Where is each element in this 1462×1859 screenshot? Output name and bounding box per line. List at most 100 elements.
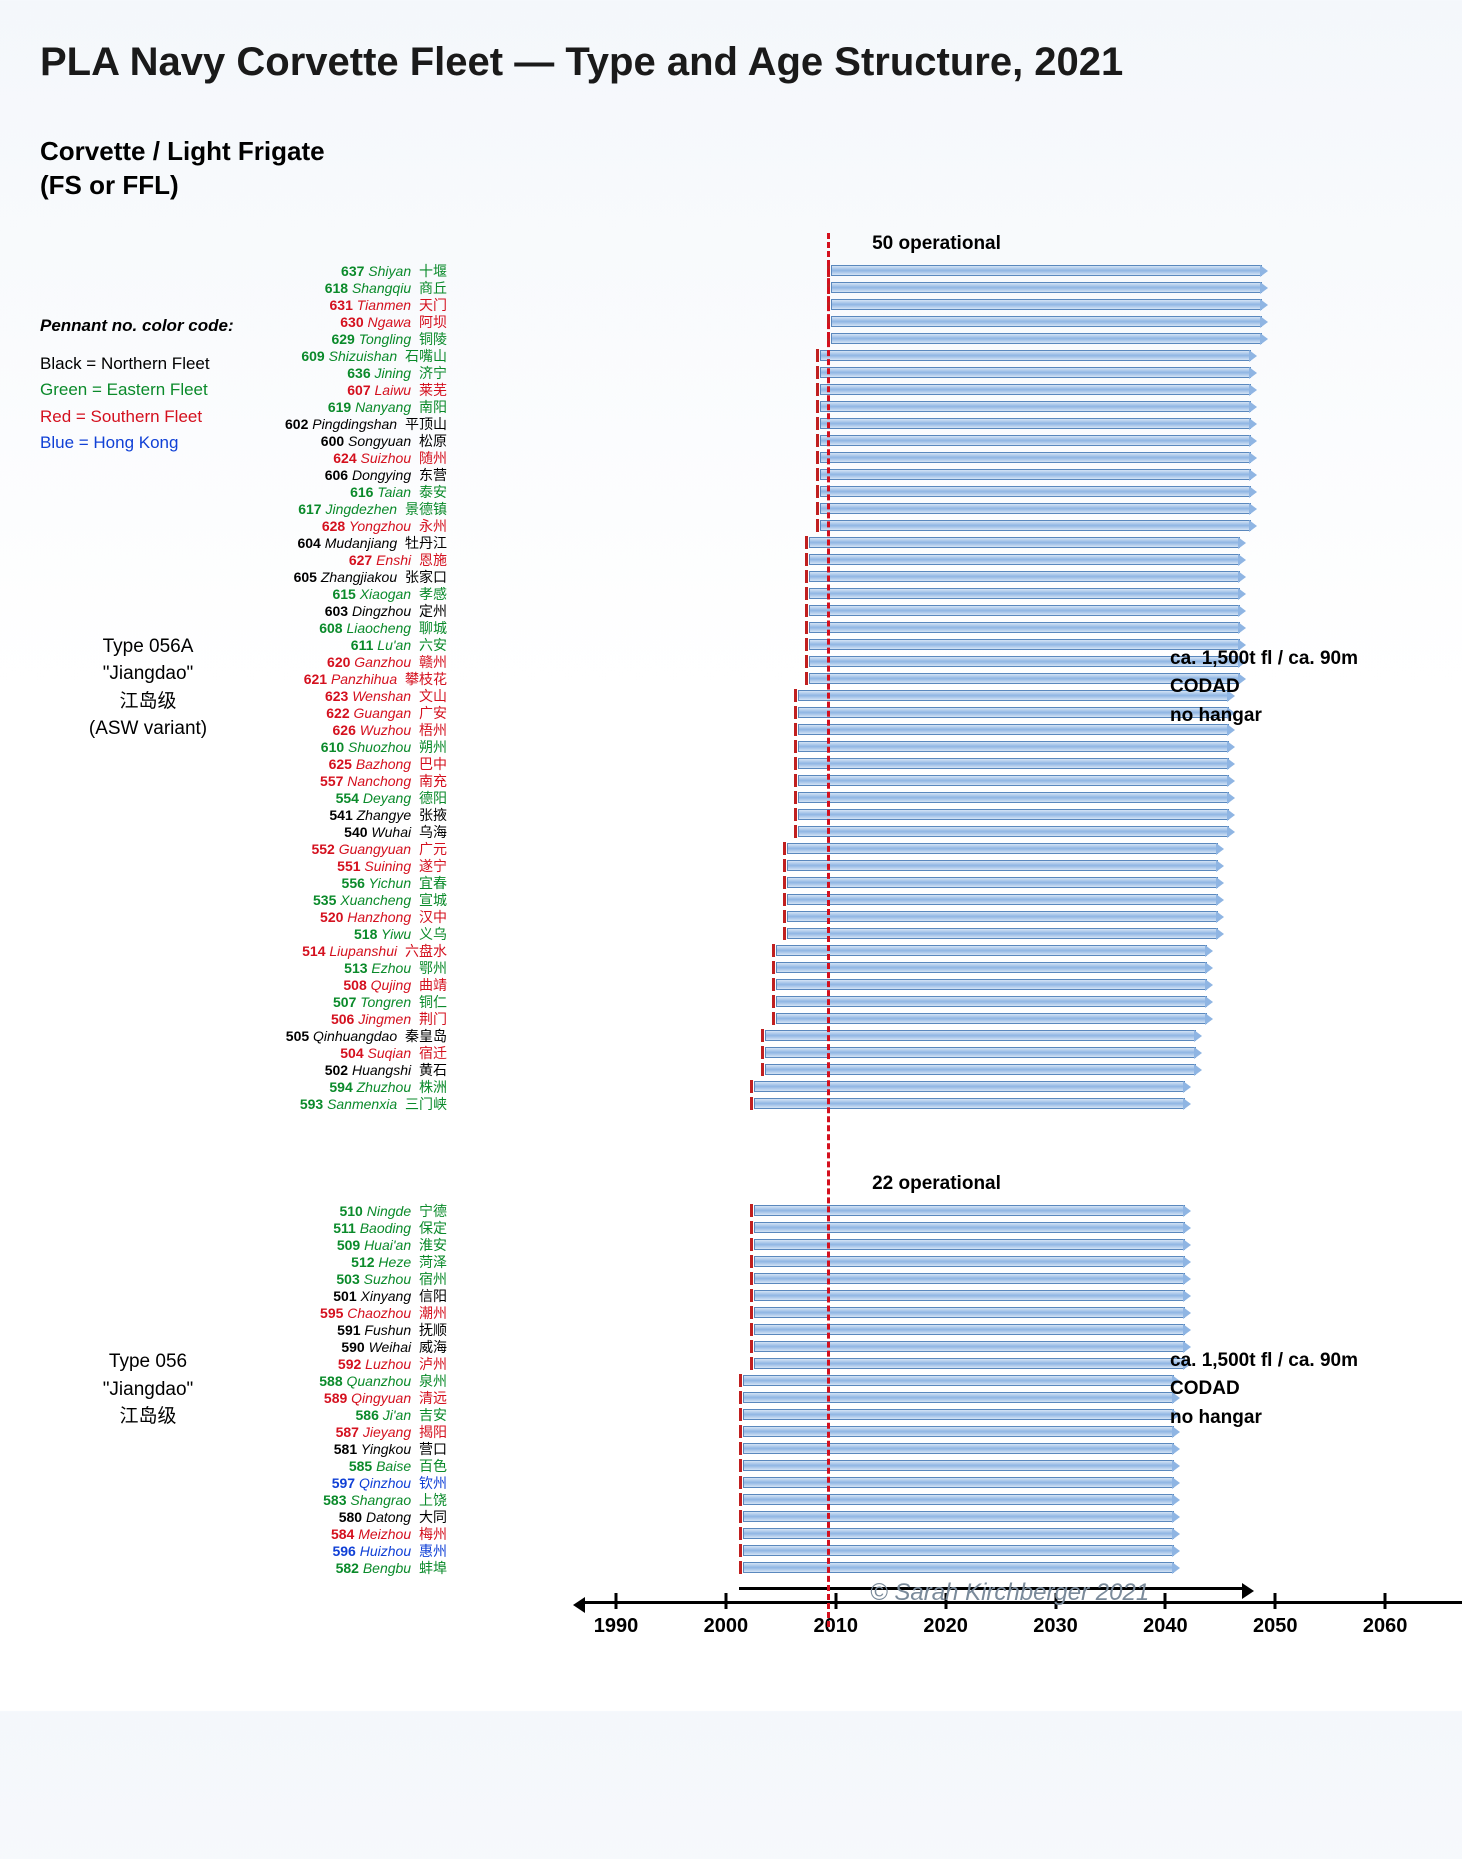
commission-tick <box>739 1544 742 1557</box>
ship-row: 602 Pingdingshan 平顶山 <box>170 416 1420 433</box>
lifespan-bar <box>787 928 1219 939</box>
bar-zone <box>453 926 1420 943</box>
lifespan-bar <box>798 724 1230 735</box>
bar-zone <box>453 892 1420 909</box>
axis-tick-label: 2020 <box>923 1615 968 1638</box>
lifespan-bar <box>743 1562 1175 1573</box>
lifespan-bar <box>809 554 1241 565</box>
timeline-axis: 1990 2000 2010 2020 2030 2040 2050 2060 … <box>583 1601 1462 1651</box>
axis-tick-label: 1990 <box>594 1615 639 1638</box>
ship-row: 505 Qinhuangdao 秦皇岛 <box>170 1028 1420 1045</box>
ship-row: 637 Shiyan 十堰 <box>170 263 1420 280</box>
bar-zone <box>453 314 1420 331</box>
bar-zone <box>453 1062 1420 1079</box>
ship-row: 595 Chaozhou 潮州 <box>170 1305 1420 1322</box>
lifespan-bar <box>820 401 1252 412</box>
ship-row: 582 Bengbu 蚌埠 <box>170 1560 1420 1577</box>
bar-zone <box>453 1096 1420 1113</box>
lifespan-bar <box>765 1047 1197 1058</box>
ship-row: 616 Taian 泰安 <box>170 484 1420 501</box>
ship-row: 609 Shizuishan 石嘴山 <box>170 348 1420 365</box>
commission-tick <box>739 1476 742 1489</box>
ship-row: 618 Shangqiu 商丘 <box>170 280 1420 297</box>
lifespan-bar <box>820 350 1252 361</box>
lifespan-bar <box>776 962 1208 973</box>
commission-tick <box>816 417 819 430</box>
lifespan-bar <box>743 1426 1175 1437</box>
bar-zone <box>453 365 1420 382</box>
ship-row: 597 Qinzhou 钦州 <box>170 1475 1420 1492</box>
commission-tick <box>783 893 786 906</box>
ship-row: 591 Fushun 抚顺 <box>170 1322 1420 1339</box>
lifespan-bar <box>831 299 1263 310</box>
bar-zone <box>453 535 1420 552</box>
lifespan-bar <box>754 1098 1186 1109</box>
commission-tick <box>761 1046 764 1059</box>
bar-zone <box>453 1079 1420 1096</box>
lifespan-bar <box>831 265 1263 276</box>
ship-row: 580 Datong 大同 <box>170 1509 1420 1526</box>
commission-tick <box>794 757 797 770</box>
bar-zone <box>453 1237 1420 1254</box>
bar-zone <box>453 569 1420 586</box>
commission-tick <box>750 1204 753 1217</box>
commission-tick <box>794 706 797 719</box>
ship-row: 584 Meizhou 梅州 <box>170 1526 1420 1543</box>
ship-row: 520 Hanzhong 汉中 <box>170 909 1420 926</box>
bar-zone <box>453 1203 1420 1220</box>
commission-tick <box>739 1374 742 1387</box>
axis-tick <box>724 1593 727 1609</box>
commission-tick <box>772 961 775 974</box>
page-title: PLA Navy Corvette Fleet — Type and Age S… <box>40 40 1422 85</box>
ship-row: 583 Shangrao 上饶 <box>170 1492 1420 1509</box>
group-specs: ca. 1,500t fl / ca. 90mCODADno hangar <box>1170 645 1358 731</box>
lifespan-bar <box>798 690 1230 701</box>
axis-tick-label: 2030 <box>1033 1615 1078 1638</box>
commission-tick <box>772 944 775 957</box>
commission-tick <box>805 621 808 634</box>
bar-zone <box>453 1543 1420 1560</box>
bar-zone <box>453 790 1420 807</box>
axis-tick-label: 2050 <box>1253 1615 1298 1638</box>
lifespan-bar <box>787 843 1219 854</box>
chart-wrap: Pennant no. color code: Black = Northern… <box>40 233 1422 1651</box>
commission-tick <box>816 400 819 413</box>
ship-row: 624 Suizhou 随州 <box>170 450 1420 467</box>
lifespan-bar <box>776 945 1208 956</box>
commission-tick <box>750 1272 753 1285</box>
commission-tick <box>794 740 797 753</box>
bar-zone <box>453 824 1420 841</box>
ship-row: 606 Dongying 东营 <box>170 467 1420 484</box>
commission-tick <box>783 910 786 923</box>
lifespan-bar <box>798 707 1230 718</box>
commission-tick <box>827 298 830 311</box>
commission-tick <box>750 1097 753 1110</box>
commission-tick <box>772 978 775 991</box>
bar-zone <box>453 943 1420 960</box>
bar-zone <box>453 450 1420 467</box>
ship-row: 600 Songyuan 松原 <box>170 433 1420 450</box>
ship-row: 603 Dingzhou 定州 <box>170 603 1420 620</box>
commission-tick <box>772 1012 775 1025</box>
lifespan-bar <box>809 571 1241 582</box>
ship-row: 506 Jingmen 荆门 <box>170 1011 1420 1028</box>
lifespan-bar <box>754 1290 1186 1301</box>
commission-tick <box>750 1306 753 1319</box>
commission-tick <box>739 1493 742 1506</box>
ship-row: 629 Tongling 铜陵 <box>170 331 1420 348</box>
bar-zone <box>453 739 1420 756</box>
lifespan-bar <box>754 1341 1186 1352</box>
commission-tick <box>750 1221 753 1234</box>
ship-row: 593 Sanmenxia 三门峡 <box>170 1096 1420 1113</box>
lifespan-bar <box>831 282 1263 293</box>
commission-tick <box>739 1527 742 1540</box>
ship-label: 593 Sanmenxia 三门峡 <box>170 1094 453 1114</box>
commission-tick <box>739 1391 742 1404</box>
ship-row: 594 Zhuzhou 株洲 <box>170 1079 1420 1096</box>
ship-row: 551 Suining 遂宁 <box>170 858 1420 875</box>
lifespan-bar <box>754 1256 1186 1267</box>
bar-zone <box>453 1271 1420 1288</box>
bar-zone <box>453 1441 1420 1458</box>
axis-tick <box>614 1593 617 1609</box>
ship-row: 510 Ningde 宁德 <box>170 1203 1420 1220</box>
